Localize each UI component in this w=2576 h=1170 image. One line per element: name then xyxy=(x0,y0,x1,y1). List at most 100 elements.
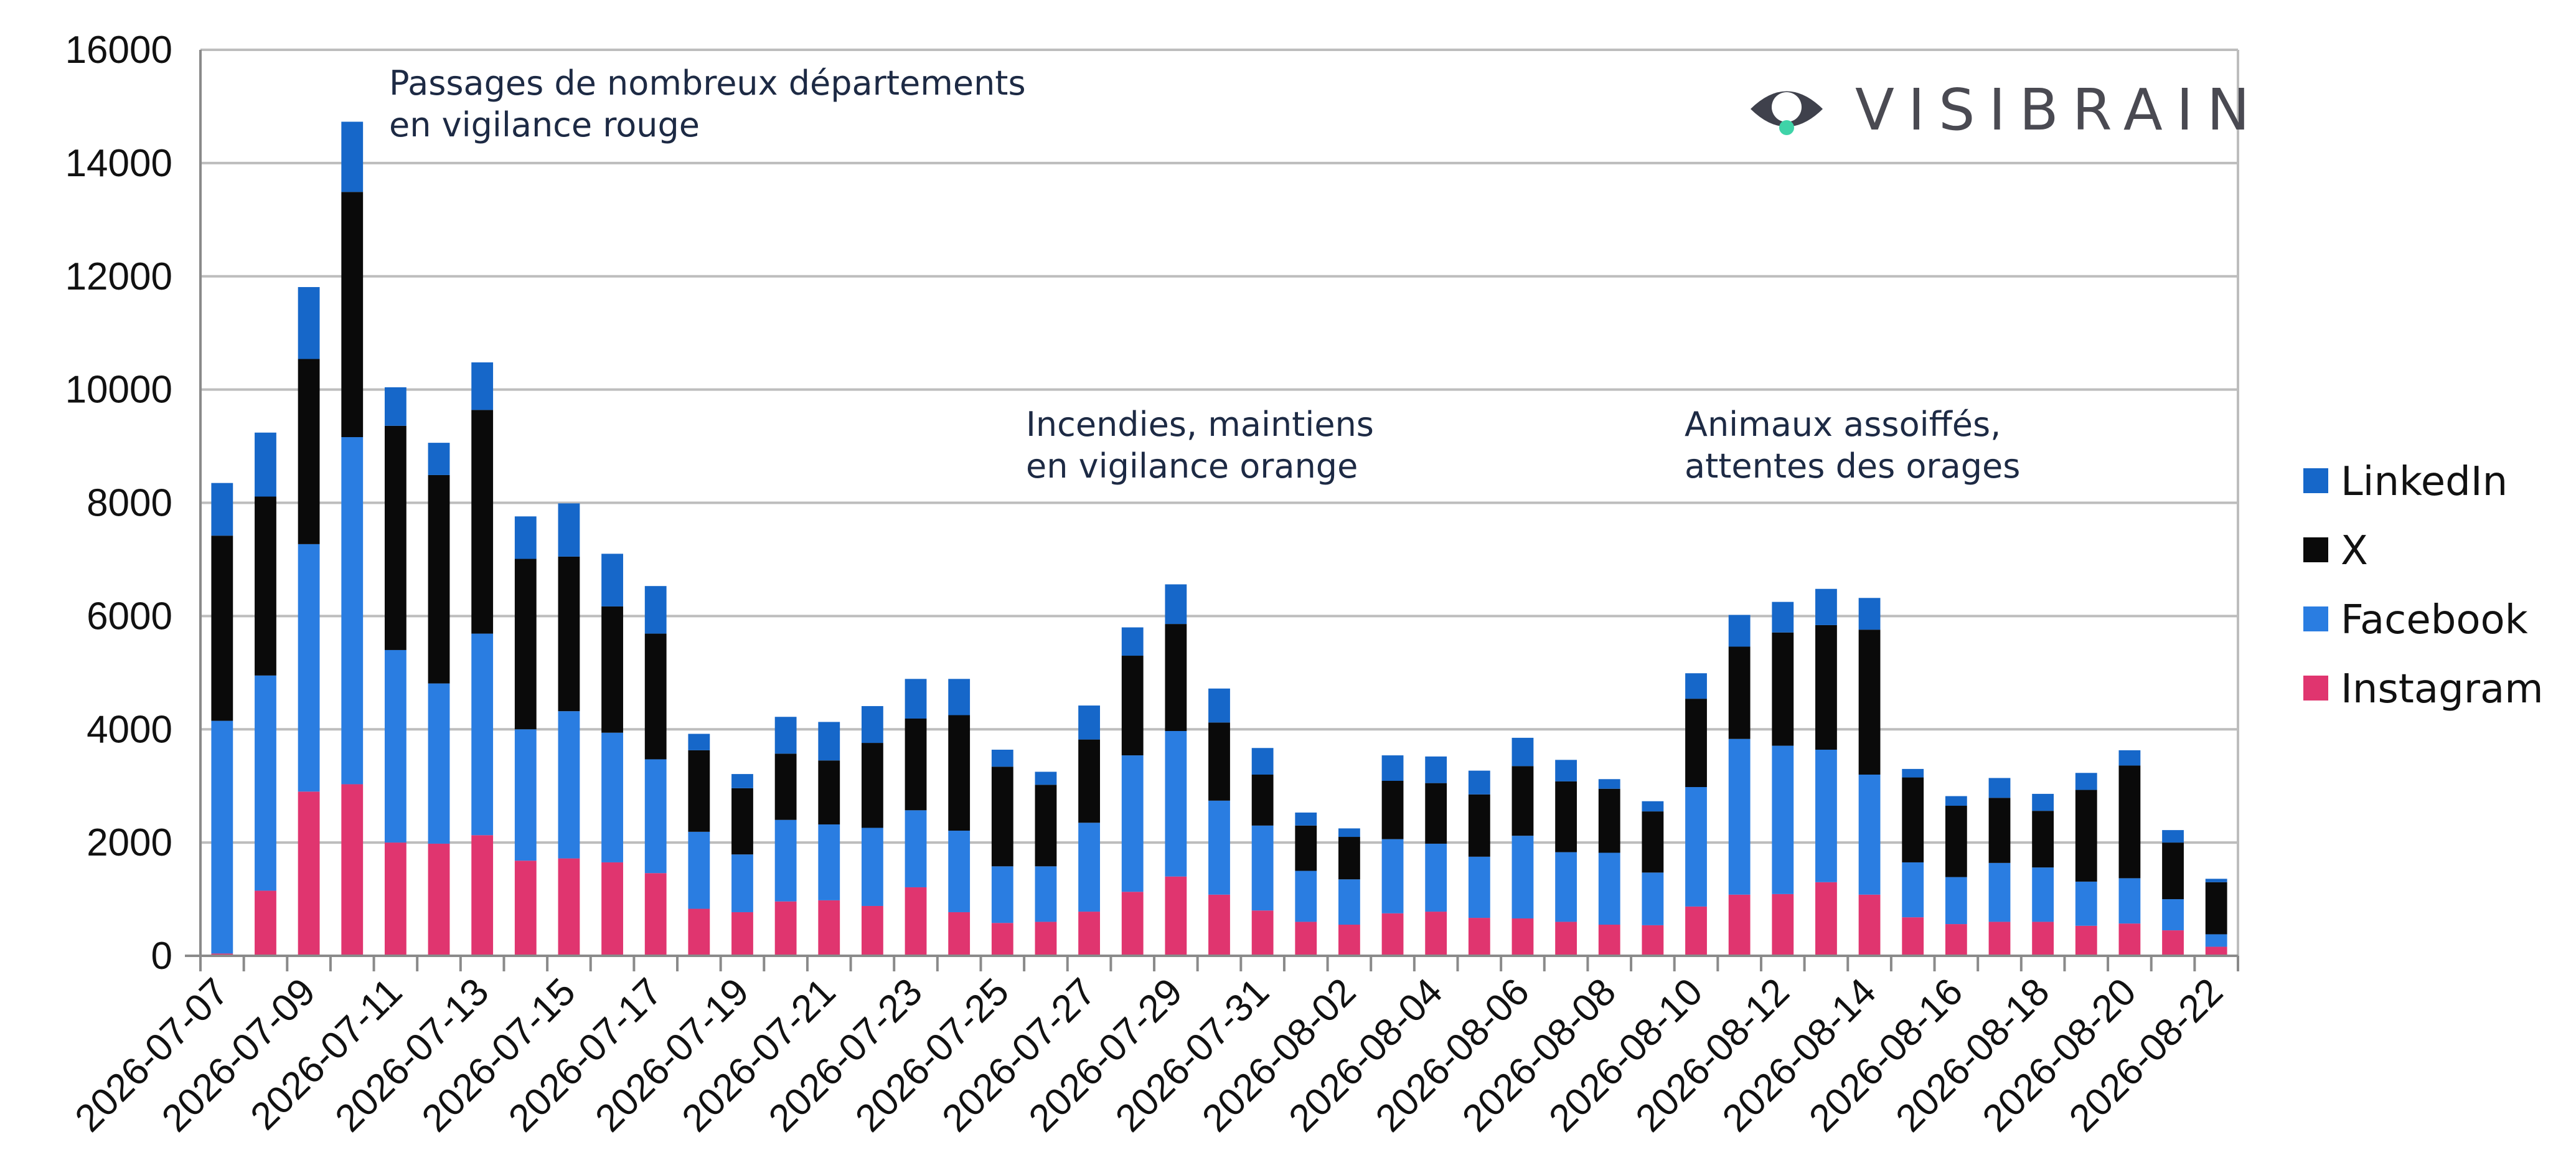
bar-segment-linkedin xyxy=(211,483,233,536)
bar-segment-x xyxy=(1815,625,1837,750)
bar-segment-linkedin xyxy=(1078,705,1100,740)
y-tick-label: 8000 xyxy=(87,482,172,525)
bar-segment-facebook xyxy=(2205,934,2227,947)
brand-logo: VISIBRAIN xyxy=(1751,77,2250,143)
bar-segment-facebook xyxy=(558,711,580,859)
bar-segment-linkedin xyxy=(644,586,667,634)
bar-segment-linkedin xyxy=(1815,588,1837,625)
bar-segment-linkedin xyxy=(2205,879,2227,882)
bar-segment-facebook xyxy=(1035,866,1057,922)
bar-segment-x xyxy=(2032,811,2054,868)
bar-segment-x xyxy=(1728,646,1751,739)
bar-segment-instagram xyxy=(1902,917,1924,956)
bar-segment-x xyxy=(1642,811,1664,873)
y-tick-label: 14000 xyxy=(65,142,172,185)
bar-segment-facebook xyxy=(861,828,883,906)
bar-segment-x xyxy=(1165,624,1187,731)
bar-segment-x xyxy=(601,606,623,733)
bar-segment-facebook xyxy=(1425,843,1447,912)
bar-segment-x xyxy=(774,753,797,820)
bar-segment-x xyxy=(298,359,320,544)
bar-segment-x xyxy=(1338,837,1360,880)
bar-segment-linkedin xyxy=(1685,673,1707,699)
bar-segment-x xyxy=(1295,825,1317,871)
bar-segment-facebook xyxy=(991,866,1013,923)
bar-segment-facebook xyxy=(514,729,537,861)
bar-segment-instagram xyxy=(731,912,753,956)
bar-segment-instagram xyxy=(1511,918,1534,956)
bar-segment-linkedin xyxy=(1295,812,1317,826)
bar-segment-linkedin xyxy=(1381,755,1404,781)
bar-segment-instagram xyxy=(688,908,710,956)
bar-segment-instagram xyxy=(2032,922,2054,956)
bar-segment-facebook xyxy=(1642,872,1664,925)
bar-segment-linkedin xyxy=(1511,737,1534,767)
bar-segment-linkedin xyxy=(558,503,580,557)
bar-segment-facebook xyxy=(688,831,710,909)
bar-segment-linkedin xyxy=(2032,793,2054,811)
bar-segment-linkedin xyxy=(1902,768,1924,778)
bar-segment-instagram xyxy=(255,890,276,956)
bar-segment-facebook xyxy=(1511,836,1534,918)
bar-segment-instagram xyxy=(1858,894,1881,956)
legend-swatch-facebook xyxy=(2303,606,2328,631)
bar-segment-instagram xyxy=(1208,894,1230,956)
bar-segment-instagram xyxy=(514,861,537,956)
bar-segment-x xyxy=(861,743,883,828)
bar-segment-x xyxy=(1078,739,1100,823)
bar-segment-x xyxy=(1468,794,1490,857)
bar-segment-x xyxy=(514,559,537,730)
bar-segment-x xyxy=(1945,806,1967,877)
bar-segment-instagram xyxy=(1988,922,2011,956)
bar-segment-facebook xyxy=(211,720,233,954)
bar-segment-instagram xyxy=(558,858,580,956)
bar-segment-facebook xyxy=(818,824,840,900)
bar-segment-facebook xyxy=(731,854,753,912)
bar-segment-linkedin xyxy=(2075,773,2097,790)
bar-segment-linkedin xyxy=(298,287,320,359)
bar-segment-x xyxy=(2162,842,2184,900)
y-tick-label: 16000 xyxy=(65,29,172,72)
bar-segment-linkedin xyxy=(731,774,753,788)
bar-segment-x xyxy=(948,715,971,831)
bar-segment-linkedin xyxy=(255,432,276,497)
bar-segment-instagram xyxy=(2118,923,2141,956)
bar-segment-x xyxy=(211,535,233,721)
bar-segment-instagram xyxy=(1381,913,1404,956)
bar-segment-facebook xyxy=(1295,870,1317,922)
y-tick-label: 12000 xyxy=(65,255,172,298)
bar-segment-linkedin xyxy=(1858,598,1881,630)
bar-segment-x xyxy=(1772,632,1794,746)
bar-segment-x xyxy=(1902,777,1924,862)
bar-segment-x xyxy=(255,496,276,676)
bar-segment-linkedin xyxy=(688,734,710,750)
y-tick-labels: 0 2000 4000 6000 8000 10000 12000 14000 16000 xyxy=(65,29,172,978)
bar-segment-x xyxy=(2118,765,2141,879)
bar-segment-x xyxy=(688,750,710,832)
bar-segment-facebook xyxy=(341,437,364,785)
bar-segment-instagram xyxy=(1295,922,1317,956)
bar-segment-x xyxy=(1685,699,1707,788)
bar-segment-facebook xyxy=(2118,878,2141,924)
bar-segment-linkedin xyxy=(1988,778,2011,798)
bar-segment-instagram xyxy=(1945,924,1967,956)
legend-label-x: X xyxy=(2341,528,2368,574)
bar-segment-linkedin xyxy=(1598,779,1620,789)
bar-segment-linkedin xyxy=(1251,748,1274,775)
bar-segment-x xyxy=(731,788,753,855)
bar-segment-instagram xyxy=(1815,882,1837,956)
bar-segment-linkedin xyxy=(948,679,971,715)
bar-segment-instagram xyxy=(1425,912,1447,956)
bar-segment-linkedin xyxy=(1945,796,1967,806)
y-tick-label: 10000 xyxy=(65,369,172,412)
annotation-1-line-2: en vigilance rouge xyxy=(389,105,700,144)
bar-segment-x xyxy=(1598,788,1620,853)
bar-segment-facebook xyxy=(601,732,623,862)
legend-label-instagram: Instagram xyxy=(2341,666,2544,712)
bar-segment-facebook xyxy=(384,649,407,843)
bar-segment-instagram xyxy=(1772,894,1794,956)
bar-segment-linkedin xyxy=(471,362,494,410)
bar-segment-instagram xyxy=(1468,918,1490,956)
bar-segment-linkedin xyxy=(1772,602,1794,633)
bar-segment-facebook xyxy=(1251,825,1274,911)
